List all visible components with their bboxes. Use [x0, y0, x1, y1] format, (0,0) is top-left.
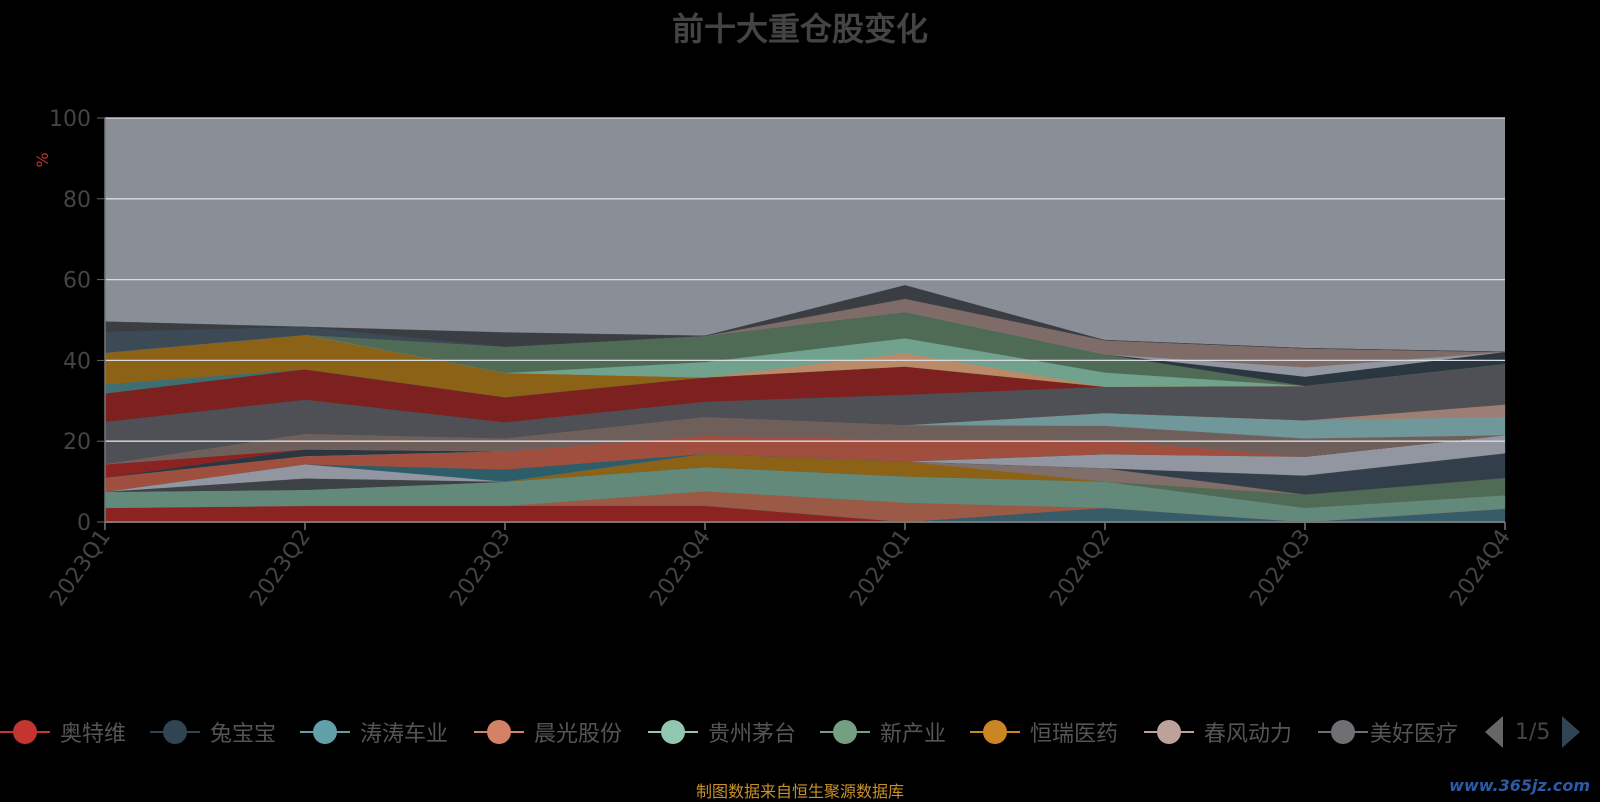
legend-label: 美好医疗 [1369, 722, 1458, 747]
x-tick-label: 2024Q4 [1445, 525, 1516, 611]
x-tick-label: 2024Q1 [845, 525, 916, 611]
legend-page-indicator: 1/5 [1515, 719, 1551, 745]
legend-label: 贵州茅台 [708, 722, 797, 747]
legend-item[interactable]: 奥特维 [0, 712, 126, 752]
legend-symbol-icon [1318, 712, 1368, 752]
legend-pager: 1/5 [1485, 716, 1581, 748]
legend-item[interactable]: 恒瑞医药 [970, 712, 1118, 752]
x-tick-label: 2023Q2 [245, 525, 316, 611]
x-tick-label: 2023Q4 [645, 525, 716, 611]
legend-symbol-icon [1144, 712, 1194, 752]
legend-item[interactable]: 兔宝宝 [150, 712, 276, 752]
x-tick-label: 2023Q1 [45, 525, 116, 611]
legend-label: 晨光股份 [534, 722, 623, 747]
legend-symbol-icon [970, 712, 1020, 752]
legend-label: 春风动力 [1204, 722, 1293, 747]
legend-symbol-icon [0, 712, 50, 752]
legend-symbol-icon [474, 712, 524, 752]
legend-symbol-icon [820, 712, 870, 752]
legend-label: 新产业 [880, 722, 947, 747]
y-tick-label: 100 [49, 107, 91, 132]
legend-item[interactable]: 美好医疗 [1318, 712, 1458, 752]
area-series-35 [104, 285, 1506, 353]
legend-symbol-icon [300, 712, 350, 752]
legend-label: 涛涛车业 [360, 722, 449, 747]
legend-item[interactable]: 新产业 [820, 712, 946, 752]
legend-symbol-icon [150, 712, 200, 752]
source-note: 制图数据来自恒生聚源数据库 [695, 782, 904, 801]
legend-item[interactable]: 贵州茅台 [648, 712, 796, 752]
legend-item[interactable]: 晨光股份 [474, 712, 622, 752]
x-tick-label: 2024Q2 [1045, 525, 1116, 611]
legend-item[interactable]: 涛涛车业 [300, 712, 448, 752]
chart-title: 前十大重仓股变化 [671, 10, 928, 48]
legend: 奥特维 兔宝宝 涛涛车业 晨光股份 贵州茅台 新产业 恒瑞医药 春风动力 美好医… [0, 712, 1600, 752]
x-tick-label: 2024Q3 [1245, 525, 1316, 611]
prev-page-icon[interactable] [1485, 716, 1503, 748]
y-tick-label: 40 [63, 349, 91, 374]
y-tick-label: 0 [77, 511, 91, 536]
legend-item[interactable]: 春风动力 [1144, 712, 1292, 752]
next-page-icon[interactable] [1562, 716, 1581, 748]
legend-label: 恒瑞医药 [1030, 722, 1119, 747]
y-axis-unit: % [33, 152, 52, 167]
y-tick-label: 80 [63, 188, 91, 213]
legend-symbol-icon [648, 712, 698, 752]
legend-label: 奥特维 [60, 722, 127, 747]
watermark: www.365jz.com [1449, 776, 1590, 795]
legend-label: 兔宝宝 [210, 722, 277, 747]
y-tick-label: 20 [63, 430, 91, 455]
y-tick-label: 60 [63, 269, 91, 294]
x-tick-label: 2023Q3 [445, 525, 516, 611]
